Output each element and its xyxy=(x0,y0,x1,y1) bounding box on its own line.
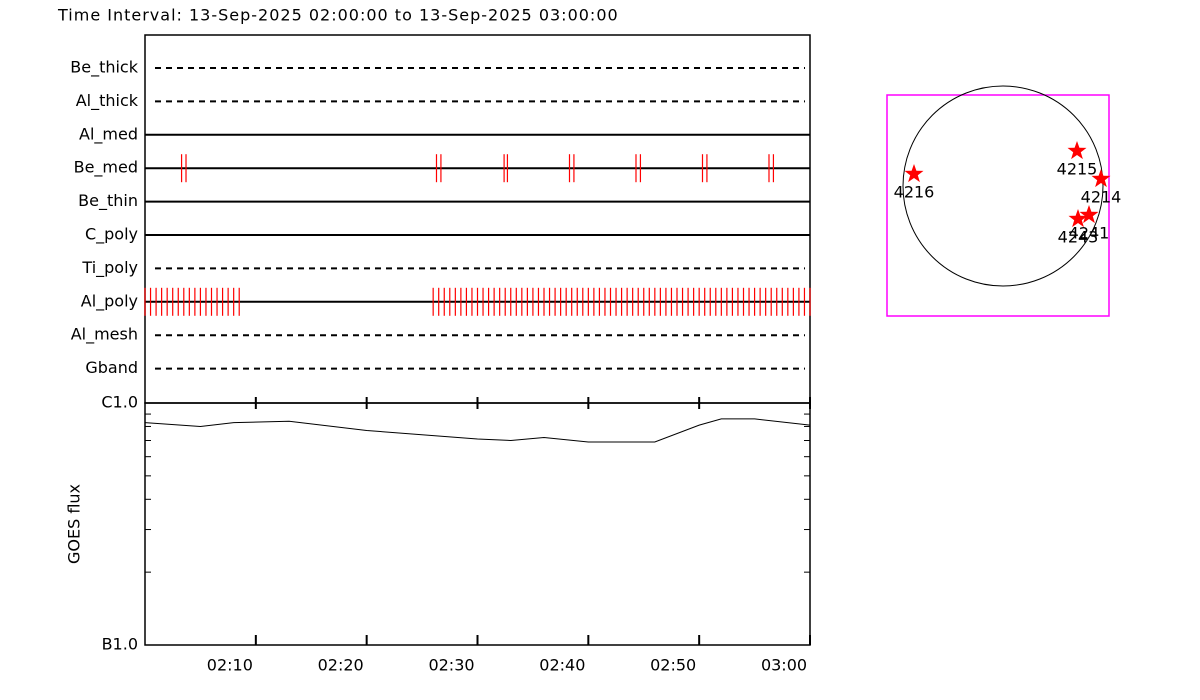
x-tick-label: 03:00 xyxy=(761,656,807,675)
spot-label: 4214 xyxy=(1081,188,1122,207)
x-tick-label: 02:10 xyxy=(207,656,253,675)
filter-label: Al_thick xyxy=(76,91,139,111)
filter-label: Al_poly xyxy=(81,291,138,311)
spot-marker xyxy=(1067,141,1087,160)
solar-limb xyxy=(902,85,1104,287)
filter-label: Be_thin xyxy=(78,191,138,211)
y-axis-label: GOES flux xyxy=(65,484,84,564)
x-tick-label: 02:40 xyxy=(539,656,585,675)
x-tick-label: 02:30 xyxy=(428,656,474,675)
filter-label: Be_med xyxy=(74,158,138,178)
goes-curve xyxy=(144,418,811,443)
y-tick-label: C1.0 xyxy=(101,393,138,412)
filter-panel xyxy=(144,34,811,404)
spot-marker xyxy=(904,164,924,183)
spot-label: 4243 xyxy=(1058,228,1099,247)
filter-label: Al_med xyxy=(79,124,138,144)
spot-marker xyxy=(1068,209,1088,228)
x-tick-label: 02:20 xyxy=(318,656,364,675)
spot-label: 4241 xyxy=(1069,224,1110,243)
filter-label: Al_mesh xyxy=(71,325,138,345)
spot-label: 4215 xyxy=(1057,160,1098,179)
map-box xyxy=(886,94,1110,317)
filter-label: Be_thick xyxy=(70,58,138,78)
spot-label: 4216 xyxy=(894,183,935,202)
spot-marker xyxy=(1091,169,1111,188)
spot-marker xyxy=(1079,205,1099,224)
filter-label: Ti_poly xyxy=(81,258,138,278)
filter-label: Gband xyxy=(85,358,138,377)
title: Time Interval: 13-Sep-2025 02:00:00 to 1… xyxy=(57,6,619,25)
y-tick-label: B1.0 xyxy=(102,635,138,654)
filter-label: C_poly xyxy=(85,225,138,245)
x-tick-label: 02:50 xyxy=(650,656,696,675)
